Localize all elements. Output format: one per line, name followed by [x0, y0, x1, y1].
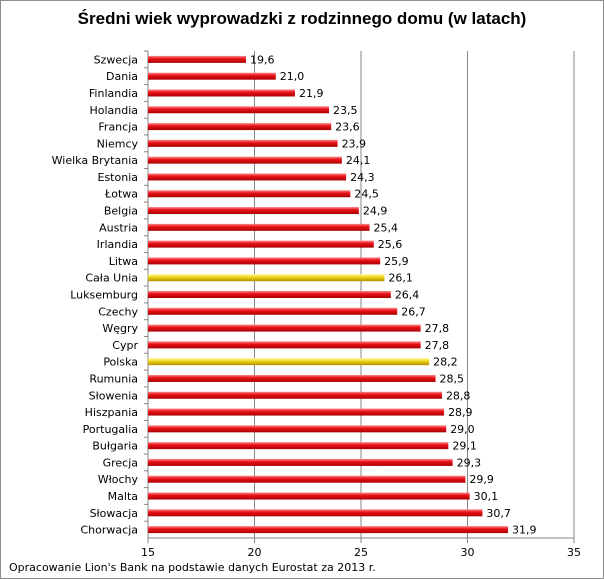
- bar: [148, 123, 332, 131]
- data-label: 28,9: [448, 406, 473, 419]
- data-label: 23,6: [335, 121, 360, 134]
- category-label: Estonia: [98, 171, 139, 184]
- category-label: Luksemburg: [70, 289, 138, 302]
- bar: [148, 139, 338, 147]
- category-label: Francja: [98, 121, 138, 134]
- data-label: 21,9: [299, 87, 324, 100]
- bar: [148, 240, 374, 248]
- category-label: Litwa: [109, 255, 138, 268]
- bar-highlighted: [148, 358, 430, 366]
- bar: [148, 324, 421, 332]
- category-label: Niemcy: [97, 137, 139, 150]
- bar: [148, 408, 445, 416]
- data-label: 23,9: [342, 137, 367, 150]
- data-label: 25,4: [374, 221, 399, 234]
- category-label: Austria: [99, 221, 138, 234]
- data-label: 28,2: [433, 356, 458, 369]
- category-label: Malta: [108, 490, 138, 503]
- data-label: 30,1: [474, 490, 499, 503]
- category-label: Finlandia: [89, 87, 138, 100]
- bar: [148, 173, 347, 181]
- data-label: 26,1: [388, 272, 413, 285]
- bar: [148, 341, 421, 349]
- data-label: 26,7: [401, 305, 426, 318]
- category-label: Szwecja: [94, 53, 138, 66]
- category-label: Irlandia: [97, 238, 138, 251]
- data-label: 28,8: [446, 389, 471, 402]
- category-label: Węgry: [102, 322, 138, 335]
- category-label: Czechy: [98, 305, 138, 318]
- category-label: Grecja: [103, 456, 138, 469]
- x-tick-label: 25: [354, 546, 368, 559]
- bar: [148, 391, 442, 399]
- bar: [148, 190, 351, 198]
- category-label: Rumunia: [89, 372, 138, 385]
- bar: [148, 156, 342, 164]
- bar: [148, 458, 453, 466]
- data-label: 29,3: [457, 456, 482, 469]
- bar-highlighted: [148, 274, 385, 282]
- data-label: 25,9: [384, 255, 409, 268]
- category-label: Włochy: [98, 473, 139, 486]
- category-label: Łotwa: [104, 188, 138, 201]
- data-label: 27,8: [425, 322, 450, 335]
- data-label: 29,1: [452, 440, 477, 453]
- category-label: Holandia: [89, 104, 138, 117]
- data-label: 26,4: [395, 289, 420, 302]
- data-label: 24,5: [354, 188, 379, 201]
- x-tick-label: 30: [461, 546, 475, 559]
- data-label: 24,1: [346, 154, 371, 167]
- x-tick-label: 15: [141, 546, 155, 559]
- category-label: Chorwacja: [81, 524, 139, 537]
- bar: [148, 223, 370, 231]
- data-label: 29,9: [469, 473, 494, 486]
- bar: [148, 207, 359, 215]
- data-label: 21,0: [280, 70, 305, 83]
- category-label: Polska: [103, 356, 138, 369]
- category-label: Bułgaria: [92, 440, 138, 453]
- source-note: Opracowanie Lion's Bank na podstawie dan…: [9, 561, 376, 574]
- bar: [148, 442, 449, 450]
- bar: [148, 374, 436, 382]
- bar: [148, 425, 447, 433]
- bar: [148, 291, 391, 298]
- data-label: 24,9: [363, 205, 388, 218]
- category-label: Cała Unia: [85, 272, 138, 285]
- bar: [148, 526, 508, 534]
- category-label: Dania: [106, 70, 138, 83]
- category-label: Belgia: [104, 205, 138, 218]
- bar: [148, 492, 470, 500]
- chart-title: Średni wiek wyprowadzki z rodzinnego dom…: [77, 9, 527, 28]
- data-label: 31,9: [512, 524, 536, 537]
- bar: [148, 509, 483, 517]
- data-label: 23,5: [333, 104, 358, 117]
- bar: [148, 257, 381, 265]
- bar: [148, 475, 466, 483]
- data-label: 30,7: [486, 507, 511, 520]
- data-label: 29,0: [450, 423, 475, 436]
- bar: [148, 89, 295, 97]
- data-label: 19,6: [250, 53, 274, 66]
- category-label: Cypr: [112, 339, 138, 352]
- category-label: Wielka Brytania: [52, 154, 138, 167]
- bar: [148, 72, 276, 80]
- x-tick-label: 35: [567, 546, 581, 559]
- bar: [148, 307, 398, 315]
- category-label: Słowenia: [89, 389, 138, 402]
- bar: [148, 55, 246, 63]
- data-label: 27,8: [425, 339, 450, 352]
- category-label: Słowacja: [90, 507, 138, 520]
- x-tick-label: 20: [248, 546, 262, 559]
- category-label: Hiszpania: [85, 406, 138, 419]
- bar: [148, 106, 330, 114]
- data-label: 25,6: [378, 238, 403, 251]
- category-label: Portugalia: [83, 423, 138, 436]
- data-label: 24,3: [350, 171, 375, 184]
- data-label: 28,5: [440, 372, 465, 385]
